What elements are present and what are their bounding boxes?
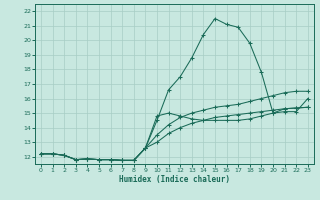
X-axis label: Humidex (Indice chaleur): Humidex (Indice chaleur): [119, 175, 230, 184]
